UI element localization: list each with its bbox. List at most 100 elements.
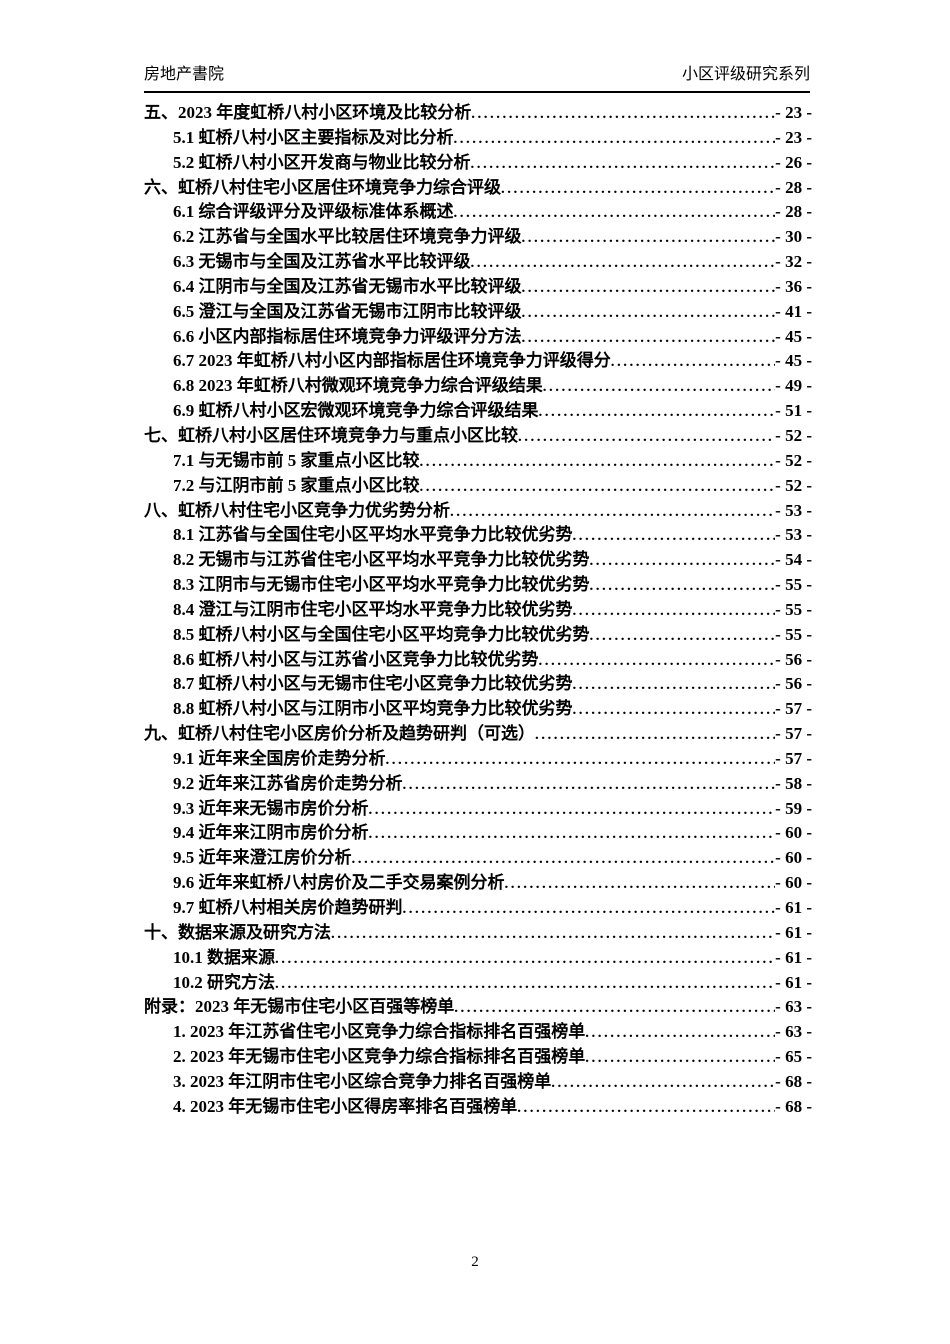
toc-entry[interactable]: 8.7 虹桥八村小区与无锡市住宅小区竞争力比较优劣势 .............… xyxy=(144,672,812,697)
toc-entry[interactable]: 5.1 虹桥八村小区主要指标及对比分析 ....................… xyxy=(144,126,812,151)
header-left-text: 房地产書院 xyxy=(144,66,225,83)
toc-entry-title: 7.1 与无锡市前 5 家重点小区比较 xyxy=(173,450,420,470)
toc-dot-leader: ........................................… xyxy=(610,354,776,371)
toc-entry[interactable]: 9.2 近年来江苏省房价走势分析 .......................… xyxy=(144,772,812,797)
toc-entry-title: 10.2 研究方法 xyxy=(173,972,275,992)
toc-entry-title: 5.2 虹桥八村小区开发商与物业比较分析 xyxy=(173,152,471,172)
toc-entry-title: 九、虹桥八村住宅小区房价分析及趋势研判（可选） xyxy=(144,724,535,744)
toc-entry[interactable]: 6.8 2023 年虹桥八村微观环境竞争力综合评级结果 ............… xyxy=(144,374,812,399)
toc-entry[interactable]: 8.2 无锡市与江苏省住宅小区平均水平竞争力比较优劣势 ............… xyxy=(144,548,812,573)
toc-dot-leader: ........................................… xyxy=(471,106,775,122)
toc-entry[interactable]: 9.6 近年来虹桥八村房价及二手交易案例分析 .................… xyxy=(144,871,812,896)
toc-entry-title: 9.7 虹桥八村相关房价趋势研判 xyxy=(173,898,403,917)
toc-dot-leader: ........................................… xyxy=(453,130,776,147)
toc-entry[interactable]: 六、虹桥八村住宅小区居住环境竞争力综合评级 ..................… xyxy=(144,176,812,201)
toc-entry-title: 8.2 无锡市与江苏省住宅小区平均水平竞争力比较优劣势 xyxy=(173,550,590,570)
toc-entry-page-number: - 56 - xyxy=(775,674,812,694)
toc-entry[interactable]: 9.3 近年来无锡市房价分析 .........................… xyxy=(144,797,812,822)
toc-entry-page-number: - 55 - xyxy=(775,575,812,595)
toc-entry-title: 十、数据来源及研究方法 xyxy=(144,922,331,942)
toc-entry-title: 八、虹桥八村住宅小区竞争力优劣势分析 xyxy=(144,500,450,520)
toc-entry[interactable]: 6.4 江阴市与全国及江苏省无锡市水平比较评级 ................… xyxy=(144,275,812,300)
toc-entry[interactable]: 1. 2023 年江苏省住宅小区竞争力综合指标排名百强榜单 ..........… xyxy=(144,1020,812,1045)
toc-entry[interactable]: 2. 2023 年无锡市住宅小区竞争力综合指标排名百强榜单 ..........… xyxy=(144,1045,812,1070)
toc-entry[interactable]: 8.3 江阴市与无锡市住宅小区平均水平竞争力比较优劣势 ............… xyxy=(144,573,812,598)
toc-entry-title: 6.3 无锡市与全国及江苏省水平比较评级 xyxy=(173,252,471,272)
toc-entry-page-number: - 61 - xyxy=(775,922,812,942)
toc-dot-leader: ........................................… xyxy=(450,503,775,520)
toc-entry[interactable]: 6.2 江苏省与全国水平比较居住环境竞争力评级 ................… xyxy=(144,225,812,250)
toc-entry[interactable]: 十、数据来源及研究方法 ............................… xyxy=(144,921,812,946)
toc-entry-page-number: - 45 - xyxy=(775,351,812,371)
toc-dot-leader: ........................................… xyxy=(572,677,776,694)
toc-entry-title: 6.4 江阴市与全国及江苏省无锡市水平比较评级 xyxy=(173,276,522,296)
toc-entry[interactable]: 6.9 虹桥八村小区宏微观环境竞争力综合评级结果 ...............… xyxy=(144,399,812,424)
toc-entry-page-number: - 52 - xyxy=(775,475,812,495)
toc-dot-leader: ........................................… xyxy=(572,528,776,545)
toc-dot-leader: ........................................… xyxy=(521,329,776,346)
toc-dot-leader: ........................................… xyxy=(402,776,776,793)
toc-entry-title: 六、虹桥八村住宅小区居住环境竞争力综合评级 xyxy=(144,177,501,197)
toc-dot-leader: ........................................… xyxy=(275,975,775,992)
toc-entry-title: 6.7 2023 年虹桥八村小区内部指标居住环境竞争力评级得分 xyxy=(173,351,611,371)
toc-entry-title: 9.3 近年来无锡市房价分析 xyxy=(173,798,369,818)
toc-entry-title: 9.6 近年来虹桥八村房价及二手交易案例分析 xyxy=(173,873,505,893)
table-of-contents: 五、2023 年度虹桥八村小区环境及比较分析 .................… xyxy=(144,101,812,1120)
toc-dot-leader: ........................................… xyxy=(538,404,776,421)
toc-entry-title: 6.1 综合评级评分及评级标准体系概述 xyxy=(173,202,454,222)
toc-entry-page-number: - 55 - xyxy=(775,624,812,644)
header-right-text: 小区评级研究系列 xyxy=(681,66,810,83)
toc-entry-title: 4. 2023 年无锡市住宅小区得房率排名百强榜单 xyxy=(173,1096,518,1116)
toc-entry[interactable]: 五、2023 年度虹桥八村小区环境及比较分析 .................… xyxy=(144,101,812,126)
toc-entry[interactable]: 9.5 近年来澄江房价分析 ..........................… xyxy=(144,846,812,871)
toc-entry[interactable]: 6.1 综合评级评分及评级标准体系概述 ....................… xyxy=(144,200,812,225)
toc-entry[interactable]: 9.1 近年来全国房价走势分析 ........................… xyxy=(144,747,812,772)
toc-entry[interactable]: 5.2 虹桥八村小区开发商与物业比较分析 ...................… xyxy=(144,151,812,176)
toc-entry[interactable]: 7.1 与无锡市前 5 家重点小区比较 ....................… xyxy=(144,449,812,474)
toc-entry-title: 9.2 近年来江苏省房价走势分析 xyxy=(173,773,403,793)
toc-entry-page-number: - 68 - xyxy=(775,1071,812,1091)
toc-entry[interactable]: 9.7 虹桥八村相关房价趋势研判 .......................… xyxy=(144,896,812,921)
toc-entry[interactable]: 3. 2023 年江阴市住宅小区综合竞争力排名百强榜单 ............… xyxy=(144,1070,812,1095)
toc-entry-page-number: - 57 - xyxy=(775,699,812,719)
toc-dot-leader: ........................................… xyxy=(538,652,776,669)
toc-entry-page-number: - 60 - xyxy=(775,873,812,893)
toc-entry[interactable]: 7.2 与江阴市前 5 家重点小区比较 ....................… xyxy=(144,474,812,499)
toc-entry[interactable]: 6.5 澄江与全国及江苏省无锡市江阴市比较评级 ................… xyxy=(144,300,812,325)
toc-entry[interactable]: 6.3 无锡市与全国及江苏省水平比较评级 ...................… xyxy=(144,250,812,275)
toc-entry-page-number: - 51 - xyxy=(775,401,812,421)
toc-entry[interactable]: 10.1 数据来源 ..............................… xyxy=(144,946,812,971)
toc-entry[interactable]: 附录：2023 年无锡市住宅小区百强等榜单 ..................… xyxy=(144,995,812,1020)
toc-entry-page-number: - 60 - xyxy=(775,848,812,868)
toc-entry-page-number: - 58 - xyxy=(775,773,812,793)
toc-entry[interactable]: 6.6 小区内部指标居住环境竞争力评级评分方法 ................… xyxy=(144,325,812,350)
toc-entry[interactable]: 8.8 虹桥八村小区与江阴市小区平均竞争力比较优劣势 .............… xyxy=(144,697,812,722)
toc-entry-page-number: - 23 - xyxy=(775,103,812,122)
toc-entry[interactable]: 八、虹桥八村住宅小区竞争力优劣势分析 .....................… xyxy=(144,499,812,524)
toc-entry[interactable]: 9.4 近年来江阴市房价分析 .........................… xyxy=(144,821,812,846)
toc-entry-title: 3. 2023 年江阴市住宅小区综合竞争力排名百强榜单 xyxy=(173,1071,552,1091)
toc-entry-page-number: - 56 - xyxy=(775,649,812,669)
toc-entry-title: 8.4 澄江与江阴市住宅小区平均水平竞争力比较优劣势 xyxy=(173,599,573,619)
toc-entry-page-number: - 30 - xyxy=(775,227,812,247)
toc-dot-leader: ........................................… xyxy=(542,379,775,396)
toc-entry-title: 6.5 澄江与全国及江苏省无锡市江阴市比较评级 xyxy=(173,301,522,321)
toc-entry-title: 7.2 与江阴市前 5 家重点小区比较 xyxy=(173,475,420,495)
toc-entry-title: 6.2 江苏省与全国水平比较居住环境竞争力评级 xyxy=(173,227,522,247)
toc-dot-leader: ........................................… xyxy=(589,553,776,570)
toc-entry-page-number: - 45 - xyxy=(775,326,812,346)
toc-entry[interactable]: 8.4 澄江与江阴市住宅小区平均水平竞争力比较优劣势 .............… xyxy=(144,598,812,623)
toc-entry[interactable]: 九、虹桥八村住宅小区房价分析及趋势研判（可选） ................… xyxy=(144,722,812,747)
toc-entry[interactable]: 6.7 2023 年虹桥八村小区内部指标居住环境竞争力评级得分 ........… xyxy=(144,349,812,374)
toc-dot-leader: ........................................… xyxy=(517,1099,775,1116)
toc-entry[interactable]: 4. 2023 年无锡市住宅小区得房率排名百强榜单 ..............… xyxy=(144,1095,812,1120)
toc-entry-title: 1. 2023 年江苏省住宅小区竞争力综合指标排名百强榜单 xyxy=(173,1022,586,1042)
toc-entry[interactable]: 七、虹桥八村小区居住环境竞争力与重点小区比较 .................… xyxy=(144,424,812,449)
toc-dot-leader: ........................................… xyxy=(419,478,776,495)
toc-entry[interactable]: 8.1 江苏省与全国住宅小区平均水平竞争力比较优劣势 .............… xyxy=(144,523,812,548)
toc-entry[interactable]: 10.2 研究方法 ..............................… xyxy=(144,971,812,996)
toc-entry[interactable]: 8.5 虹桥八村小区与全国住宅小区平均竞争力比较优劣势 ............… xyxy=(144,623,812,648)
toc-dot-leader: ........................................… xyxy=(470,155,776,172)
page-number: 2 xyxy=(471,1254,479,1270)
toc-entry[interactable]: 8.6 虹桥八村小区与江苏省小区竞争力比较优劣势 ...............… xyxy=(144,648,812,673)
